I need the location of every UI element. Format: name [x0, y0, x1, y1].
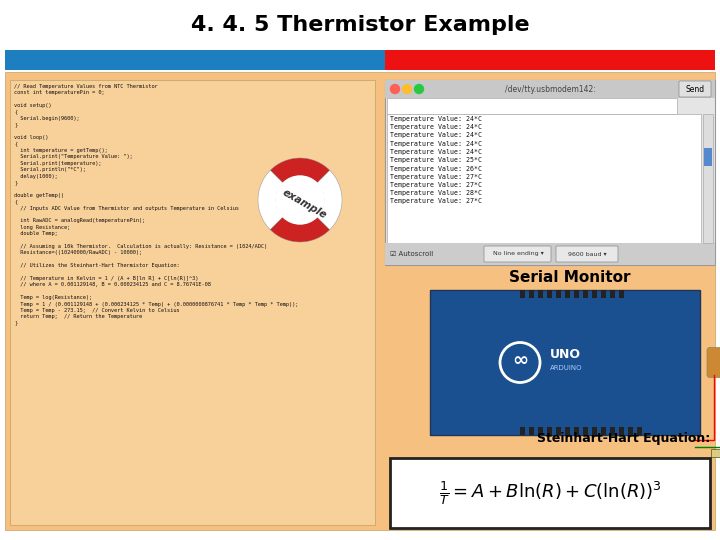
Text: example: example: [281, 187, 329, 221]
Bar: [538, 290, 543, 298]
Bar: [610, 427, 615, 435]
Bar: [10, 80, 375, 525]
Text: 4. 4. 5 Thermistor Example: 4. 4. 5 Thermistor Example: [191, 15, 529, 35]
Text: /dev/tty.usbmodem142:: /dev/tty.usbmodem142:: [505, 84, 595, 93]
Bar: [583, 290, 588, 298]
Text: Serial Monitor: Serial Monitor: [509, 269, 631, 285]
Wedge shape: [270, 217, 330, 242]
Text: // Read Temperature Values from NTC Thermistor
const int temperaturePin = 0;

vo: // Read Temperature Values from NTC Ther…: [14, 84, 298, 326]
Bar: [520, 290, 525, 298]
Bar: [583, 427, 588, 435]
Bar: [529, 290, 534, 298]
Bar: [619, 427, 624, 435]
Text: 9600 baud ▾: 9600 baud ▾: [567, 252, 606, 256]
Bar: [601, 427, 606, 435]
Bar: [538, 427, 543, 435]
FancyBboxPatch shape: [679, 81, 711, 97]
Text: No line ending ▾: No line ending ▾: [492, 252, 544, 256]
Circle shape: [276, 176, 324, 224]
Bar: [547, 290, 552, 298]
Circle shape: [500, 342, 540, 382]
Bar: [556, 427, 561, 435]
Bar: [387, 98, 677, 114]
Bar: [430, 290, 700, 435]
FancyBboxPatch shape: [707, 348, 720, 377]
Bar: [529, 427, 534, 435]
Bar: [547, 427, 552, 435]
Bar: [574, 427, 579, 435]
Bar: [592, 290, 597, 298]
Bar: [387, 114, 701, 243]
FancyBboxPatch shape: [484, 246, 551, 262]
Bar: [574, 290, 579, 298]
Text: $\frac{1}{T} = A + B\ln(R) + C(\ln(R))^3$: $\frac{1}{T} = A + B\ln(R) + C(\ln(R))^3…: [438, 479, 662, 507]
Bar: [619, 290, 624, 298]
Bar: [637, 427, 642, 435]
Bar: [556, 290, 561, 298]
Text: Temperature Value: 24*C
Temperature Value: 24*C
Temperature Value: 24*C
Temperat: Temperature Value: 24*C Temperature Valu…: [390, 116, 482, 205]
FancyBboxPatch shape: [556, 246, 618, 262]
Text: Steinhart-Hart Equation:: Steinhart-Hart Equation:: [536, 432, 710, 445]
Wedge shape: [258, 170, 283, 230]
Bar: [565, 427, 570, 435]
Bar: [610, 290, 615, 298]
Bar: [711, 449, 720, 457]
Wedge shape: [317, 170, 342, 230]
Circle shape: [390, 84, 400, 93]
Bar: [385, 50, 715, 70]
Bar: [385, 80, 715, 265]
Circle shape: [402, 84, 412, 93]
Bar: [520, 427, 525, 435]
Bar: [704, 147, 712, 166]
Bar: [5, 72, 715, 530]
Circle shape: [415, 84, 423, 93]
Bar: [628, 427, 633, 435]
Bar: [703, 114, 713, 243]
Text: ∞: ∞: [512, 351, 528, 370]
Text: Send: Send: [685, 84, 705, 93]
Text: ARDUINO: ARDUINO: [550, 366, 582, 372]
Bar: [5, 50, 385, 70]
Bar: [385, 80, 715, 98]
Bar: [592, 427, 597, 435]
Bar: [601, 290, 606, 298]
Bar: [385, 243, 715, 265]
Wedge shape: [270, 158, 330, 183]
Bar: [565, 290, 570, 298]
Bar: [390, 458, 710, 528]
Text: UNO: UNO: [550, 348, 581, 361]
Text: ☑ Autoscroll: ☑ Autoscroll: [390, 251, 433, 257]
